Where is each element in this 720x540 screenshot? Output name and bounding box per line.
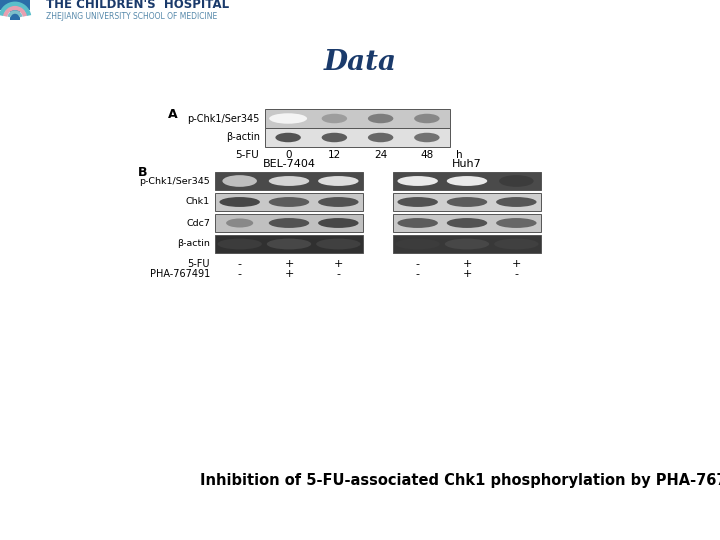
Text: 48: 48 [420,150,433,160]
Text: PHA-767491: PHA-767491 [150,269,210,279]
Text: 0: 0 [285,150,292,160]
Text: 5-FU: 5-FU [187,259,210,269]
Ellipse shape [447,176,487,186]
Text: Chk1: Chk1 [186,198,210,206]
Ellipse shape [316,239,361,249]
Text: -: - [238,259,242,269]
Bar [393,172,541,190]
Text: h: h [456,150,463,160]
Text: +: + [512,259,521,269]
Text: -: - [336,269,341,279]
Ellipse shape [318,176,359,186]
Text: +: + [284,269,294,279]
Text: +: + [333,259,343,269]
Ellipse shape [397,218,438,228]
Ellipse shape [269,113,307,124]
Text: Cdc7: Cdc7 [186,219,210,227]
Bar [393,214,541,232]
Ellipse shape [414,133,440,142]
Ellipse shape [226,219,253,227]
Ellipse shape [318,197,359,207]
Ellipse shape [269,218,309,228]
Ellipse shape [322,114,347,123]
Ellipse shape [496,197,536,207]
Ellipse shape [368,114,393,123]
Bar [215,235,363,253]
Ellipse shape [217,239,262,249]
Text: 24: 24 [374,150,387,160]
Text: -: - [514,269,518,279]
Bar [215,172,363,190]
Ellipse shape [447,218,487,228]
Polygon shape [0,0,30,20]
Text: β-actin: β-actin [226,132,260,143]
Ellipse shape [397,176,438,186]
Text: +: + [284,259,294,269]
Text: Huh7: Huh7 [452,159,482,169]
Bar [265,128,450,147]
Ellipse shape [447,197,487,207]
Ellipse shape [269,197,309,207]
Ellipse shape [269,176,309,186]
Text: -: - [238,269,242,279]
Text: 12: 12 [328,150,341,160]
Ellipse shape [395,239,440,249]
Ellipse shape [318,218,359,228]
Text: A: A [168,107,178,120]
Text: Data: Data [323,49,397,76]
Text: B: B [138,165,148,179]
Ellipse shape [276,133,301,142]
Ellipse shape [267,239,311,249]
Text: ZHEJIANG UNIVERSITY SCHOOL OF MEDICINE: ZHEJIANG UNIVERSITY SCHOOL OF MEDICINE [46,12,217,21]
Ellipse shape [222,175,257,187]
Text: β-actin: β-actin [177,240,210,248]
Ellipse shape [499,175,534,187]
Text: p-Chk1/Ser345: p-Chk1/Ser345 [139,177,210,186]
Text: -: - [415,259,420,269]
Ellipse shape [496,218,536,228]
Bar [215,214,363,232]
Bar [215,193,363,211]
Bar [265,109,450,128]
Text: +: + [462,269,472,279]
Ellipse shape [445,239,489,249]
Ellipse shape [368,133,393,142]
Ellipse shape [494,239,539,249]
Text: THE CHILDREN'S  HOSPITAL: THE CHILDREN'S HOSPITAL [46,0,229,11]
Ellipse shape [322,133,347,142]
Text: p-Chk1/Ser345: p-Chk1/Ser345 [188,113,260,124]
Ellipse shape [220,197,260,207]
Text: Inhibition of 5-FU-associated Chk1 phosphorylation by PHA-767491.: Inhibition of 5-FU-associated Chk1 phosp… [200,472,720,488]
Text: 5-FU: 5-FU [235,150,258,160]
Ellipse shape [414,114,440,123]
Bar [393,193,541,211]
Bar [393,235,541,253]
Text: +: + [462,259,472,269]
Ellipse shape [397,197,438,207]
Text: BEL-7404: BEL-7404 [263,159,315,169]
Text: -: - [415,269,420,279]
